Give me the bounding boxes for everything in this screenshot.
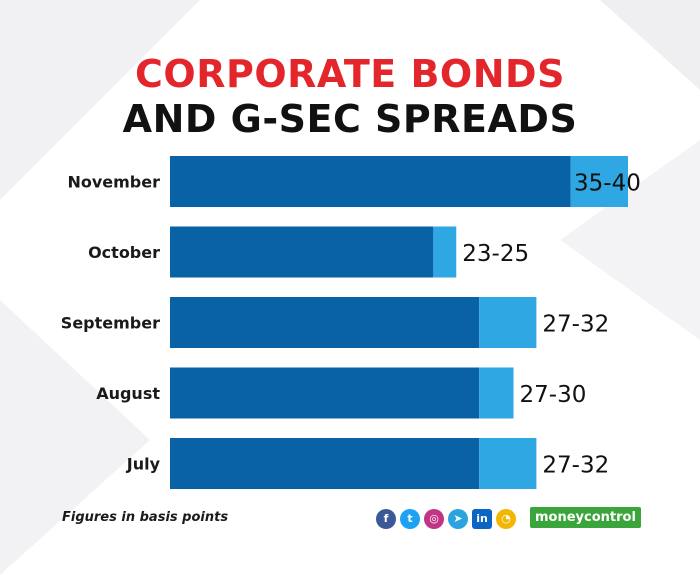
bar-low-july [170,438,480,489]
category-label: July [126,455,161,474]
bar-low-august [170,367,480,419]
data-label: 27-32 [542,453,609,479]
bar-range-october [433,226,457,278]
category-label: October [88,243,160,262]
data-label: 23-25 [462,241,529,267]
data-label: 35-40 [574,171,641,197]
bar-low-november [170,156,571,207]
bar-low-october [170,226,434,278]
koo-icon[interactable]: ◔ [496,509,516,529]
bar-low-september [170,297,480,348]
facebook-icon[interactable]: f [376,509,396,529]
category-label: August [96,384,160,403]
category-label: September [61,314,160,333]
data-label: 27-32 [542,312,609,338]
twitter-icon[interactable]: t [400,509,420,529]
bar-range-august [479,367,514,419]
social-icons: f t ◎ ➤ in ◔ [376,509,516,529]
chart-title-line-1: CORPORATE BONDS [135,52,565,96]
category-label: November [67,173,160,192]
chart-title-line-2: AND G-SEC SPREADS [122,97,578,141]
brand-logo: moneycontrol [530,507,641,528]
linkedin-icon[interactable]: in [472,509,492,529]
instagram-icon[interactable]: ◎ [424,509,444,529]
bar-range-september [479,297,537,348]
footnote: Figures in basis points [62,510,229,525]
data-label: 27-30 [520,382,587,408]
bar-range-july [479,438,537,489]
telegram-icon[interactable]: ➤ [448,509,468,529]
bar-range-november [570,156,628,207]
spreads-bar-chart: November 35-40 October 23-25 September 27-32 A… [61,156,641,489]
